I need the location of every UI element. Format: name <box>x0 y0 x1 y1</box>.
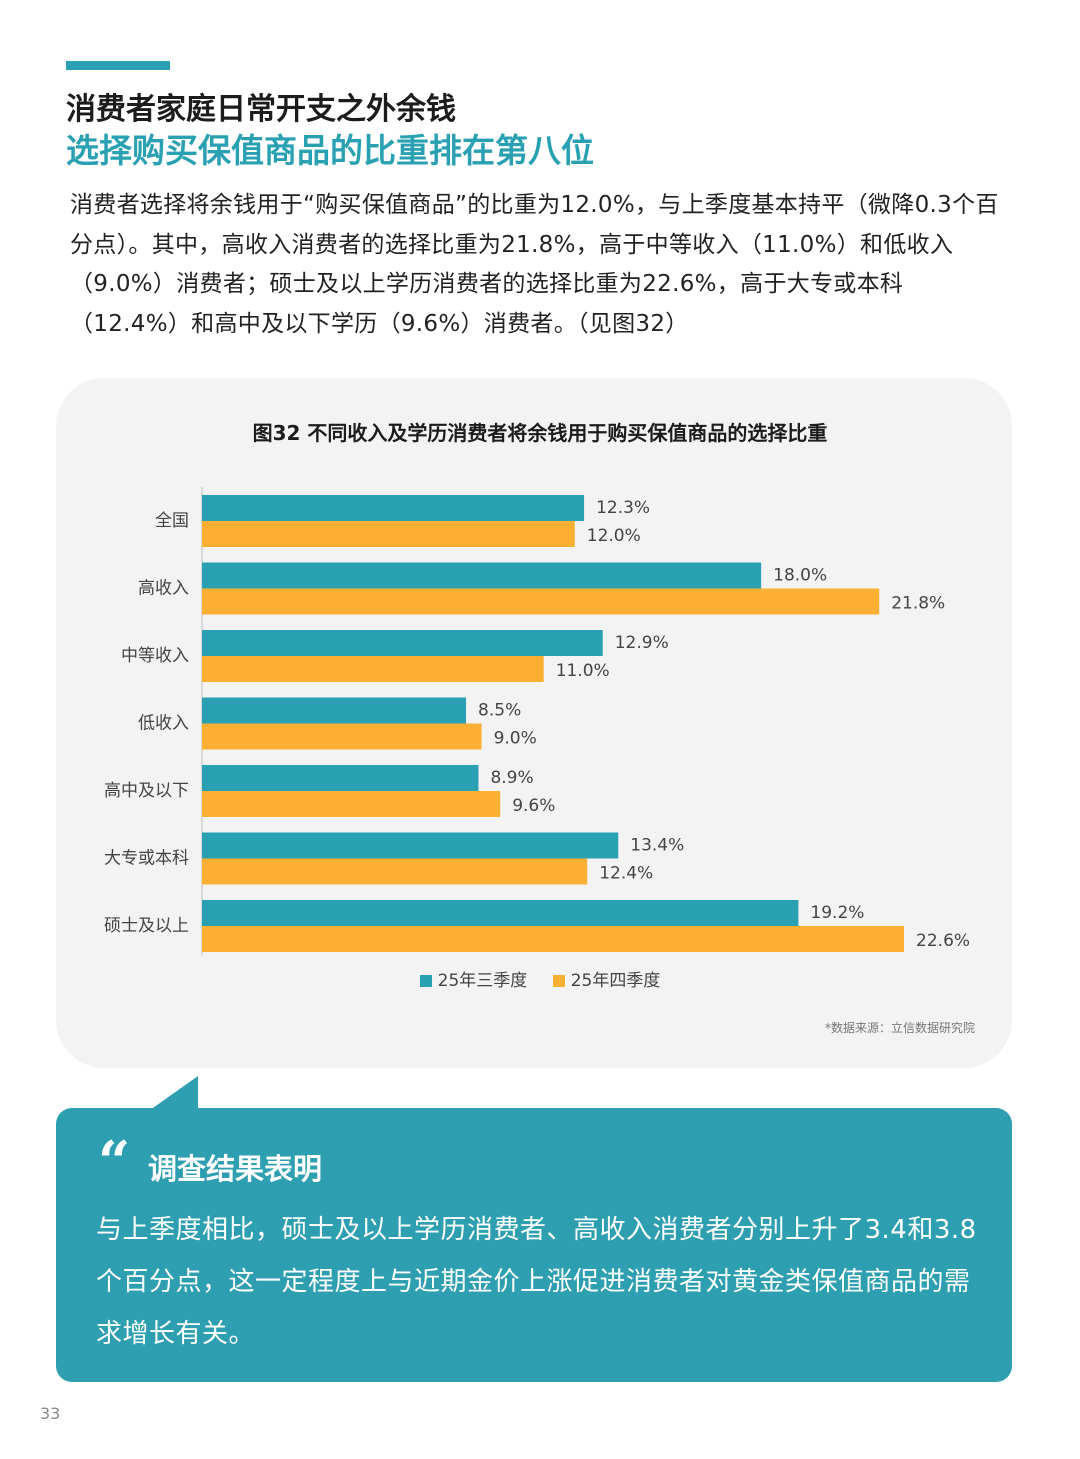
data-label: 8.9% <box>490 768 533 788</box>
intro-paragraph: 消费者选择将余钱用于“购买保值商品”的比重为12.0%，与上季度基本持平（微降0… <box>70 192 999 337</box>
data-label: 19.2% <box>810 903 864 923</box>
findings-callout: “ 调查结果表明 与上季度相比，硕士及以上学历消费者、高收入消费者分别上升了3.… <box>56 1108 1012 1382</box>
bar-q3 <box>202 630 603 656</box>
callout-tail <box>150 1076 198 1110</box>
bar-q4 <box>202 656 544 682</box>
chart-title: 图32 不同收入及学历消费者将余钱用于购买保值商品的选择比重 <box>252 421 828 445</box>
legend-swatch-q3 <box>419 975 432 987</box>
data-label: 9.6% <box>512 796 555 816</box>
category-label: 全国 <box>155 511 189 531</box>
bar-q3 <box>202 765 479 791</box>
bar-chart: 全国 12.3% 12.0% 高收入 18.0% 21.8% 中等收入 12.9%11.0% 低… <box>104 487 970 956</box>
data-label: 9.0% <box>494 729 537 749</box>
legend-label-q4: 25年四季度 <box>570 971 661 991</box>
page-number: 33 <box>40 1404 61 1423</box>
page-title-line2: 选择购买保值商品的比重排在第八位 <box>66 131 594 170</box>
bar-q4 <box>202 588 880 615</box>
legend-label-q3: 25年三季度 <box>437 971 528 991</box>
quote-icon: “ <box>98 1129 131 1195</box>
data-label: 11.0% <box>556 661 610 681</box>
bar-q3 <box>202 495 585 521</box>
category-label: 高中及以下 <box>104 781 189 801</box>
bar-q3 <box>202 562 762 589</box>
data-label: 13.4% <box>630 836 684 856</box>
legend-item-q4: 25年四季度 <box>552 966 661 991</box>
callout-text: 与上季度相比，硕士及以上学历消费者、高收入消费者分别上升了3.4和3.8个百分点… <box>96 1215 977 1349</box>
category-label: 中等收入 <box>121 646 189 666</box>
data-label: 12.9% <box>615 633 669 653</box>
data-label: 12.3% <box>596 498 650 518</box>
data-label: 18.0% <box>773 566 827 586</box>
bar-q4 <box>202 791 501 817</box>
legend-swatch-q4 <box>552 975 565 987</box>
category-label: 大专或本科 <box>104 849 189 869</box>
category-label: 低收入 <box>138 714 189 734</box>
category-label: 硕士及以上 <box>104 916 189 936</box>
bar-q4 <box>202 858 588 885</box>
bar-q4 <box>202 723 482 750</box>
legend-item-q3: 25年三季度 <box>419 966 528 991</box>
chart-legend: 25年三季度 25年四季度 <box>0 966 1080 991</box>
title-accent-bar <box>66 61 170 70</box>
page-title-line1: 消费者家庭日常开支之外余钱 <box>66 92 456 127</box>
bar-q3 <box>202 900 799 926</box>
bar-q3 <box>202 832 619 859</box>
bar-q4 <box>202 926 905 952</box>
data-label: 21.8% <box>891 594 945 614</box>
data-label: 12.0% <box>587 526 641 546</box>
bar-q4 <box>202 521 575 547</box>
bar-q3 <box>202 697 467 724</box>
data-label: 22.6% <box>916 931 970 951</box>
callout-title: 调查结果表明 <box>148 1152 323 1186</box>
data-label: 12.4% <box>599 864 653 884</box>
category-label: 高收入 <box>138 579 189 599</box>
data-label: 8.5% <box>478 701 521 721</box>
data-source-note: *数据来源：立信数据研究院 <box>824 1021 975 1035</box>
